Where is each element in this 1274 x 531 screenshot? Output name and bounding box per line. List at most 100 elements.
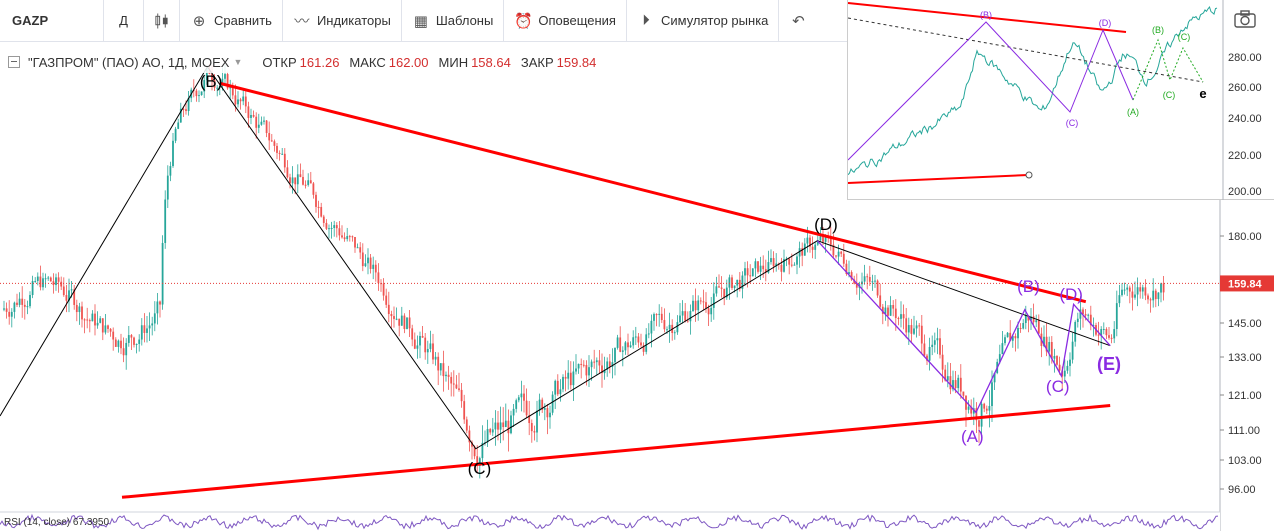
candle-body <box>10 311 13 317</box>
rsi-pane <box>0 512 1220 531</box>
candle-body <box>151 323 154 326</box>
candle-body <box>1141 287 1144 292</box>
candle-body <box>814 244 817 250</box>
candle-body <box>182 108 185 110</box>
templates-button[interactable]: ▦ Шаблоны <box>402 0 505 42</box>
candle-body <box>18 298 21 305</box>
candle-body <box>1001 343 1004 355</box>
candle-body <box>564 376 567 379</box>
candle-body <box>523 393 525 401</box>
candle-body <box>504 420 507 428</box>
indicators-label: Индикаторы <box>316 13 391 28</box>
candle-body <box>993 373 996 383</box>
candle-body <box>179 108 182 123</box>
inset-wave-label: (B) <box>980 10 992 20</box>
candle-body <box>99 318 102 323</box>
camera-icon[interactable] <box>1234 10 1256 30</box>
collapse-legend-icon[interactable] <box>8 56 20 68</box>
candle-body <box>231 86 234 96</box>
candle-body <box>887 307 889 316</box>
candle-body <box>645 334 648 352</box>
candle-body <box>169 166 172 176</box>
candle-body <box>70 289 73 291</box>
price-tick-label: 111.00 <box>1228 425 1260 437</box>
alerts-button[interactable]: ⏰ Оповещения <box>504 0 627 42</box>
candle-body <box>525 400 528 416</box>
legend-title: "ГАЗПРОМ" (ПАО) АО, 1Д, MOEX <box>28 54 230 70</box>
legend-dropdown-icon[interactable]: ▼ <box>233 57 243 67</box>
indicators-button[interactable]: 〰 Индикаторы <box>283 0 402 42</box>
candle-body <box>759 265 762 272</box>
templates-icon: ▦ <box>413 12 428 30</box>
candle-body <box>424 337 427 353</box>
candle-body <box>757 261 759 272</box>
candle-body <box>398 318 401 326</box>
candle-body <box>416 345 419 349</box>
trendline-2 <box>121 404 1111 499</box>
candle-body <box>1011 336 1014 341</box>
interval-button[interactable]: Д <box>104 0 144 42</box>
candle-body <box>3 308 5 310</box>
candle-body <box>816 240 819 245</box>
candle-body <box>829 236 832 245</box>
symbol-search[interactable]: GAZP <box>0 0 104 42</box>
candle-body <box>250 114 252 118</box>
candle-body <box>1084 314 1087 316</box>
candle-body <box>543 408 546 410</box>
last-price-label: 159.84 <box>1228 278 1263 290</box>
candle-body <box>666 329 668 331</box>
candle-body <box>1050 342 1053 359</box>
low-label: МИН <box>438 54 469 70</box>
candle-body <box>432 343 434 360</box>
undo-button[interactable]: ↶ <box>779 0 823 42</box>
candle-body <box>946 376 949 381</box>
wave-label: (D) <box>814 215 838 234</box>
low-value: 158.64 <box>471 54 511 70</box>
candle-body <box>806 237 809 244</box>
candle-body <box>588 367 590 376</box>
candle-body <box>26 306 29 308</box>
inset-line-handle <box>1025 171 1033 179</box>
candle-body <box>796 256 798 265</box>
candle-body <box>34 280 37 282</box>
major-wave-line <box>0 65 1111 450</box>
candle-body <box>465 419 468 431</box>
candle-body <box>434 356 437 360</box>
candle-body <box>1079 309 1082 319</box>
candle-body <box>881 306 884 314</box>
chart-style-button[interactable] <box>144 0 180 42</box>
candle-body <box>1058 364 1061 371</box>
candle-body <box>767 262 770 273</box>
candle-body <box>328 228 330 230</box>
candle-body <box>668 324 671 330</box>
candle-body <box>234 95 237 105</box>
market-simulator-button[interactable]: ⏵ Симулятор рынка <box>627 0 780 42</box>
candle-body <box>798 248 801 257</box>
candle-body <box>419 335 421 346</box>
candle-body <box>356 247 359 249</box>
candle-body <box>109 328 112 332</box>
candle-body <box>42 278 44 288</box>
candle-body <box>970 406 973 414</box>
candle-body <box>551 394 554 413</box>
candle-body <box>320 207 323 217</box>
candle-body <box>200 91 203 96</box>
candle-body <box>1045 336 1048 352</box>
candle-body <box>439 363 442 371</box>
compare-button[interactable]: ⊕ Сравнить <box>180 0 283 42</box>
candle-body <box>840 251 843 254</box>
candle-body <box>348 236 351 238</box>
candle-body <box>57 277 60 282</box>
candle-body <box>143 325 146 333</box>
candle-body <box>694 300 697 311</box>
candle-body <box>913 328 915 334</box>
candle-body <box>114 339 117 347</box>
candlestick-icon <box>155 13 168 28</box>
candle-body <box>1126 287 1129 290</box>
candle-body <box>577 363 580 369</box>
candle-body <box>619 337 622 352</box>
candle-body <box>359 247 362 253</box>
inset-wave-label: (D) <box>1099 18 1112 28</box>
inset-wave-label: (C) <box>1163 90 1176 100</box>
candle-body <box>1144 287 1147 296</box>
